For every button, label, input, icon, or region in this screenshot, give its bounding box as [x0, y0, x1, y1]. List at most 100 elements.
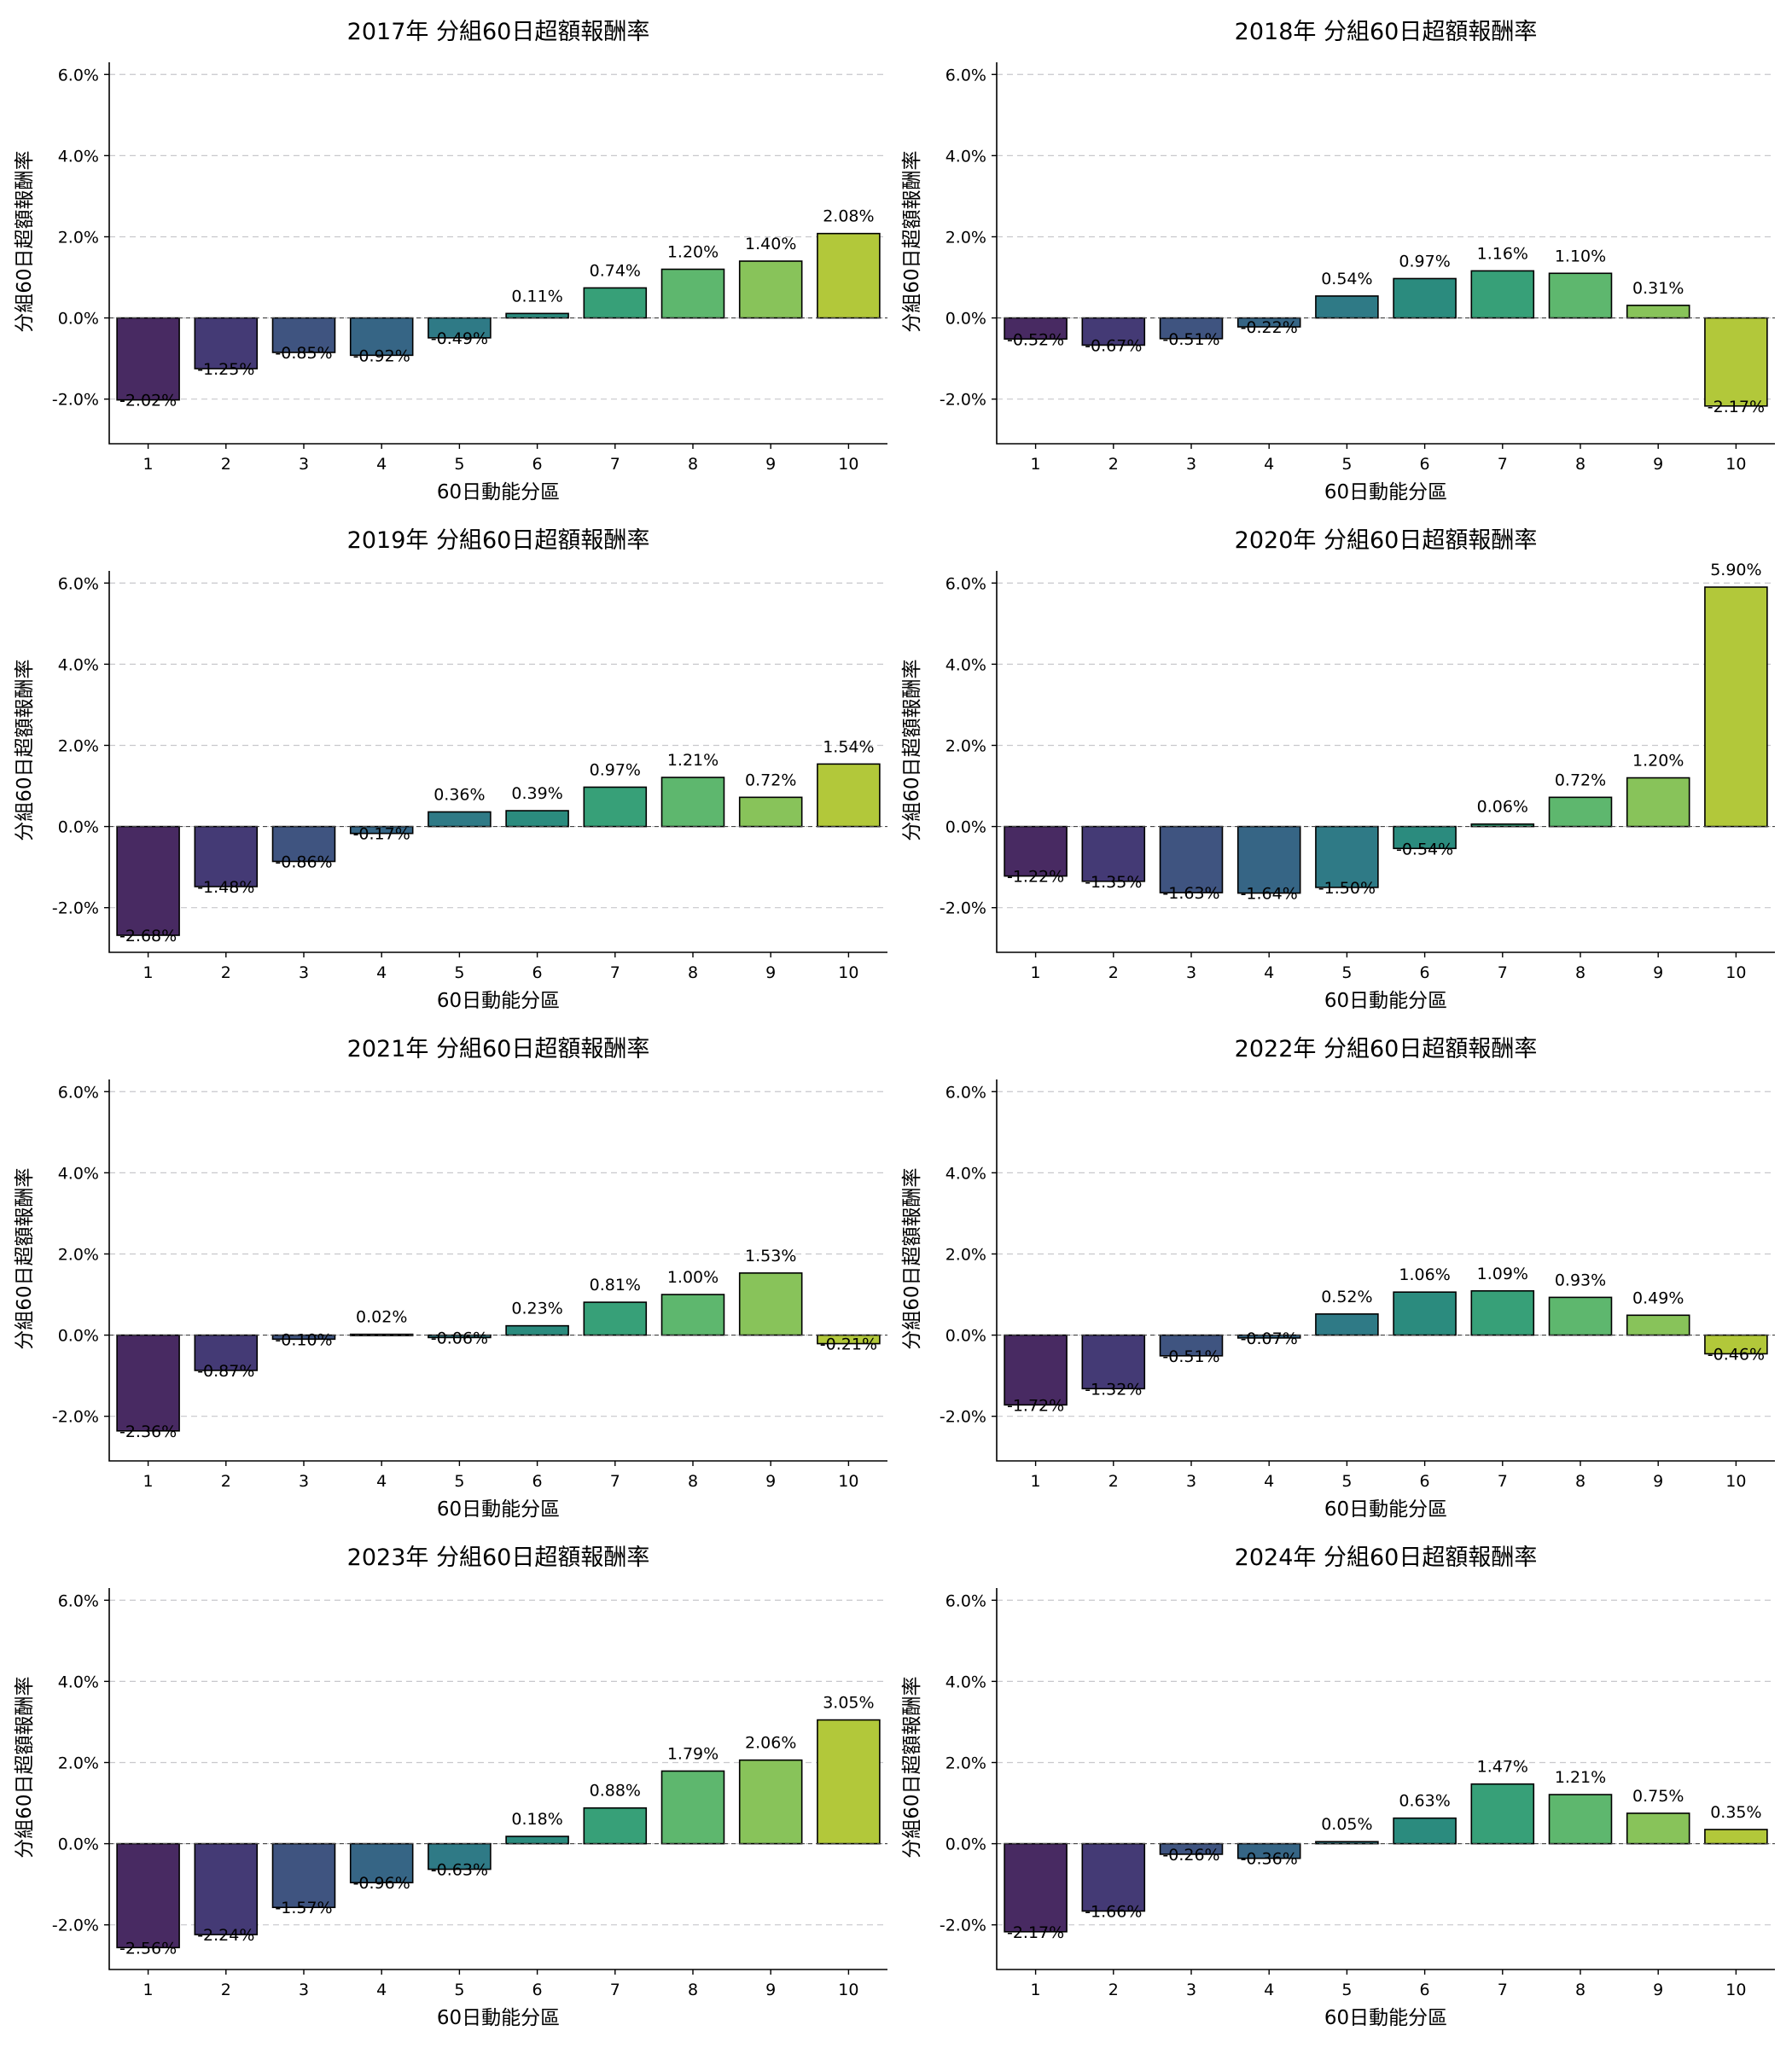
x-axis-label: 60日動能分區 — [1324, 481, 1447, 503]
data-label: 3.05% — [823, 1694, 874, 1713]
x-axis-label: 60日動能分區 — [437, 2007, 560, 2029]
data-label: -0.86% — [275, 852, 332, 871]
x-axis-label: 60日動能分區 — [1324, 1498, 1447, 1521]
x-tick-label: 7 — [1498, 1981, 1508, 1999]
subplot-title: 2022年 分組60日超額報酬率 — [1235, 1036, 1538, 1062]
bar-7 — [1470, 270, 1535, 319]
bar-6 — [505, 1836, 569, 1845]
bar-6 — [1393, 277, 1457, 319]
x-tick-label: 5 — [454, 1981, 464, 1999]
axis-spines — [108, 571, 887, 953]
data-label: 2.06% — [745, 1734, 796, 1753]
x-tick-label: 5 — [454, 1472, 464, 1491]
data-label: -0.92% — [353, 346, 410, 365]
data-label: -1.35% — [1085, 873, 1142, 892]
data-label: -2.02% — [119, 392, 177, 410]
data-label: -1.57% — [275, 1899, 332, 1917]
y-axis-label: 分組60日超額報酬率 — [14, 659, 36, 841]
bar-8 — [660, 777, 725, 828]
data-label: 0.81% — [590, 1276, 641, 1295]
subplot-1: 2018年 分組60日超額報酬率 -2.0% 0.0% 2.0% 4.0% 6.0% -0.… — [901, 19, 1775, 503]
x-tick-label: 4 — [1264, 455, 1274, 474]
x-tick-label: 5 — [454, 455, 464, 474]
bar-1 — [116, 1842, 180, 1949]
data-label: 1.79% — [667, 1744, 719, 1763]
y-tick-label: 2.0% — [58, 228, 99, 247]
data-label: 0.11% — [511, 287, 562, 305]
x-tick-label: 7 — [1498, 1472, 1508, 1491]
bar-5 — [428, 1334, 492, 1339]
data-label: -1.64% — [1241, 885, 1298, 904]
y-tick-label: 4.0% — [945, 655, 986, 674]
x-tick-label: 10 — [1725, 1981, 1746, 1999]
x-tick-label: 2 — [221, 455, 231, 474]
x-tick-label: 1 — [1031, 1472, 1041, 1491]
data-label: -0.96% — [353, 1874, 410, 1893]
axis-spines — [996, 1588, 1775, 1970]
y-tick-label: 4.0% — [58, 655, 99, 674]
x-tick-label: 9 — [1653, 455, 1663, 474]
data-label: 2.08% — [823, 207, 874, 226]
bar-7 — [583, 786, 648, 828]
data-label: 0.88% — [590, 1782, 641, 1801]
y-tick-label: -2.0% — [52, 1917, 99, 1935]
data-label: 1.21% — [667, 751, 719, 770]
bar-1 — [1004, 825, 1068, 877]
x-tick-label: 10 — [838, 1981, 858, 1999]
y-tick-label: 6.0% — [58, 1591, 99, 1610]
axis-spines — [996, 571, 1775, 953]
axis-spines — [996, 1079, 1775, 1462]
y-tick-label: 2.0% — [58, 1754, 99, 1772]
data-label: 0.35% — [1710, 1803, 1761, 1822]
bar-7 — [1470, 1783, 1535, 1845]
x-tick-label: 6 — [532, 963, 543, 982]
data-label: -2.36% — [119, 1423, 177, 1441]
x-tick-label: 2 — [221, 1472, 231, 1491]
y-tick-label: 0.0% — [945, 310, 986, 329]
bar-5 — [428, 317, 492, 339]
y-tick-label: -2.0% — [940, 391, 986, 410]
y-tick-label: 6.0% — [58, 574, 99, 593]
bar-7 — [583, 1301, 648, 1336]
y-tick-label: 0.0% — [945, 1327, 986, 1346]
y-tick-label: -2.0% — [940, 899, 986, 918]
bar-9 — [1626, 1314, 1690, 1336]
x-tick-label: 4 — [1264, 1472, 1274, 1491]
x-tick-label: 6 — [532, 1981, 543, 1999]
data-label: -2.56% — [119, 1939, 177, 1958]
data-label: -2.68% — [119, 927, 177, 945]
data-label: -1.22% — [1007, 868, 1064, 887]
data-label: 0.02% — [356, 1308, 407, 1327]
data-label: 1.00% — [667, 1268, 719, 1287]
x-tick-label: 1 — [1031, 963, 1041, 982]
data-label: -0.51% — [1162, 1347, 1219, 1366]
data-label: -0.52% — [1007, 330, 1064, 349]
bar-1 — [1004, 1334, 1068, 1406]
data-label: 1.09% — [1477, 1265, 1528, 1283]
bar-2 — [1081, 1842, 1146, 1912]
data-label: -2.17% — [1708, 398, 1765, 416]
data-label: -0.63% — [431, 1861, 488, 1880]
y-axis-label: 分組60日超額報酬率 — [901, 1167, 923, 1349]
axis-spines — [108, 1079, 887, 1462]
y-axis-label: 分組60日超額報酬率 — [901, 1676, 923, 1858]
y-tick-label: 4.0% — [945, 147, 986, 166]
data-label: 1.53% — [745, 1247, 796, 1265]
y-tick-label: 6.0% — [945, 1083, 986, 1102]
bar-7 — [1470, 1289, 1535, 1336]
bar-6 — [1393, 825, 1457, 850]
bar-5 — [428, 811, 492, 828]
bar-1 — [116, 317, 180, 401]
y-tick-label: 6.0% — [945, 1591, 986, 1610]
y-tick-label: 6.0% — [58, 66, 99, 84]
y-tick-label: 2.0% — [945, 228, 986, 247]
subplot-title: 2024年 分組60日超額報酬率 — [1235, 1545, 1538, 1571]
data-label: -1.48% — [197, 878, 254, 897]
x-tick-label: 5 — [1341, 963, 1352, 982]
bar-5 — [1315, 1313, 1379, 1336]
x-tick-label: 4 — [376, 455, 387, 474]
x-tick-label: 5 — [1341, 1472, 1352, 1491]
data-label: -0.51% — [1162, 330, 1219, 349]
subplot-5: 2022年 分組60日超額報酬率 -2.0% 0.0% 2.0% 4.0% 6.0% -1.… — [901, 1036, 1775, 1521]
x-tick-label: 6 — [532, 1472, 543, 1491]
